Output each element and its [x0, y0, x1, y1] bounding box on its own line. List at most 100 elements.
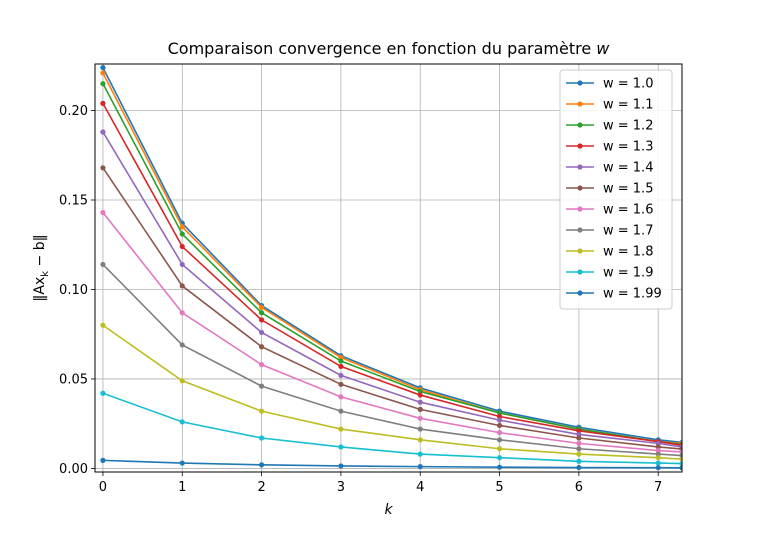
data-point: [100, 64, 106, 71]
legend-marker: [577, 122, 583, 128]
data-point: [496, 464, 503, 470]
data-point: [576, 440, 582, 446]
x-tick-label: 5: [495, 480, 503, 495]
data-point: [100, 457, 106, 463]
x-tick-label: 4: [416, 480, 424, 495]
data-point: [100, 81, 106, 87]
x-tick-label: 0: [99, 480, 107, 495]
data-point: [338, 358, 344, 364]
legend-marker: [577, 269, 583, 275]
data-point: [655, 440, 661, 446]
data-point: [179, 310, 185, 316]
data-point: [100, 129, 106, 135]
legend-label: w = 1.99: [603, 287, 662, 302]
data-point: [655, 455, 661, 461]
legend-label: w = 1.6: [603, 203, 653, 218]
data-point: [338, 426, 344, 432]
data-point: [496, 446, 503, 452]
plot-frame: [94, 63, 683, 473]
x-tick-label: 3: [337, 480, 345, 495]
data-point: [338, 381, 344, 387]
data-point: [179, 231, 185, 237]
series-layer: [100, 64, 682, 471]
data-point: [679, 465, 682, 471]
y-tick-label: 0.05: [59, 372, 88, 387]
x-tick-label: 2: [257, 480, 265, 495]
legend: w = 1.0 w = 1.1 w = 1.2 w = 1.3 w = 1.4 w = 1…: [559, 69, 673, 310]
data-point: [258, 304, 265, 310]
data-point: [576, 428, 582, 434]
data-point: [417, 437, 423, 443]
data-point: [655, 465, 661, 471]
series-7: [100, 209, 682, 455]
data-point: [576, 435, 582, 441]
data-point: [576, 451, 582, 457]
data-point: [576, 446, 582, 452]
x-tick-label: 7: [654, 480, 662, 495]
legend-box: [559, 69, 673, 310]
y-tick-label: 0.00: [59, 462, 88, 477]
legend-label: w = 1.2: [603, 119, 653, 134]
data-point: [179, 342, 185, 348]
data-point: [258, 310, 265, 316]
data-point: [338, 408, 344, 414]
data-point: [417, 451, 423, 457]
data-point: [179, 224, 185, 230]
data-point: [338, 463, 344, 469]
data-point: [655, 447, 661, 454]
y-tick-label: 0.10: [59, 283, 88, 298]
legend-label: w = 1.3: [603, 140, 653, 155]
legend-label: w = 1.7: [603, 224, 653, 239]
legend-marker: [577, 143, 583, 149]
data-point: [179, 283, 185, 289]
data-point: [179, 419, 185, 425]
data-point: [100, 165, 106, 171]
data-point: [417, 399, 423, 405]
legend-marker: [577, 164, 583, 170]
data-point: [496, 455, 503, 461]
data-point: [338, 372, 344, 378]
data-point: [100, 261, 106, 268]
legend-label: w = 1.5: [603, 182, 653, 197]
data-point: [417, 464, 423, 470]
y-tick-label: 0.20: [59, 104, 88, 119]
data-point: [100, 70, 106, 76]
data-point: [179, 243, 185, 250]
y-tick-label: 0.15: [59, 194, 88, 209]
data-point: [417, 406, 423, 412]
legend-label: w = 1.8: [603, 245, 653, 260]
legend-marker: [577, 185, 583, 191]
data-point: [179, 261, 185, 268]
data-point: [576, 464, 582, 471]
legend-marker: [577, 101, 583, 107]
data-point: [496, 430, 503, 436]
data-point: [100, 390, 106, 396]
data-point: [258, 317, 265, 323]
legend-marker: [577, 227, 583, 233]
y-axis-label: ‖Axk − b‖: [32, 234, 51, 301]
data-point: [496, 410, 503, 416]
data-point: [679, 456, 682, 462]
x-tick-label: 1: [178, 480, 186, 495]
legend-label: w = 1.1: [603, 98, 653, 113]
legend-label: w = 1.9: [603, 266, 653, 281]
x-tick-label: 6: [575, 480, 583, 495]
x-axis-label: k: [384, 502, 393, 518]
series-10: [100, 390, 682, 467]
data-point: [496, 413, 503, 420]
data-point: [258, 383, 265, 389]
data-point: [417, 415, 423, 421]
data-point: [417, 426, 423, 432]
data-point: [655, 460, 661, 466]
data-point: [338, 394, 344, 400]
data-point: [179, 378, 185, 384]
data-point: [258, 408, 265, 414]
data-point: [338, 354, 344, 361]
series-5: [100, 129, 682, 450]
data-point: [417, 392, 423, 398]
data-point: [576, 431, 582, 438]
legend-marker: [577, 80, 583, 86]
data-point: [496, 422, 503, 429]
